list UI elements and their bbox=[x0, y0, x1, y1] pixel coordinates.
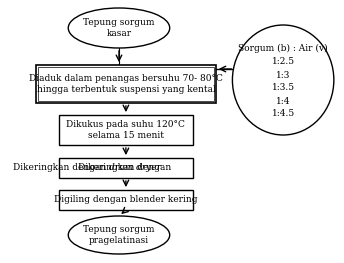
Text: Digiling dengan blender kering: Digiling dengan blender kering bbox=[54, 195, 198, 205]
Text: Tepung sorgum
kasar: Tepung sorgum kasar bbox=[83, 18, 155, 38]
Text: 1:3.5: 1:3.5 bbox=[271, 83, 295, 93]
Text: Diaduk dalam penangas bersuhu 70- 80°C
hingga terbentuk suspensi yang kental: Diaduk dalam penangas bersuhu 70- 80°C h… bbox=[29, 74, 223, 94]
Text: Dikeringkan dengan: Dikeringkan dengan bbox=[13, 164, 109, 173]
Text: Sorgum (b) : Air (v): Sorgum (b) : Air (v) bbox=[238, 43, 328, 53]
FancyBboxPatch shape bbox=[38, 67, 214, 101]
FancyBboxPatch shape bbox=[59, 115, 193, 145]
Text: 1:4.5: 1:4.5 bbox=[271, 109, 295, 119]
Text: Dikeringkan dengan: Dikeringkan dengan bbox=[78, 164, 174, 173]
Ellipse shape bbox=[68, 216, 170, 254]
FancyBboxPatch shape bbox=[59, 190, 193, 210]
FancyBboxPatch shape bbox=[59, 158, 193, 178]
FancyBboxPatch shape bbox=[36, 65, 216, 103]
Text: Dikukus pada suhu 120°C
selama 15 menit: Dikukus pada suhu 120°C selama 15 menit bbox=[66, 120, 185, 140]
Text: drum dryer: drum dryer bbox=[109, 164, 161, 173]
Text: 1:4: 1:4 bbox=[276, 97, 290, 105]
Text: 1:3: 1:3 bbox=[276, 70, 290, 79]
Circle shape bbox=[233, 25, 334, 135]
Text: Dikeringkan dengan: Dikeringkan dengan bbox=[69, 164, 183, 173]
Ellipse shape bbox=[68, 8, 170, 48]
Text: 1:2.5: 1:2.5 bbox=[271, 58, 295, 67]
Text: Tepung sorgum
pragelatinasi: Tepung sorgum pragelatinasi bbox=[83, 225, 155, 245]
